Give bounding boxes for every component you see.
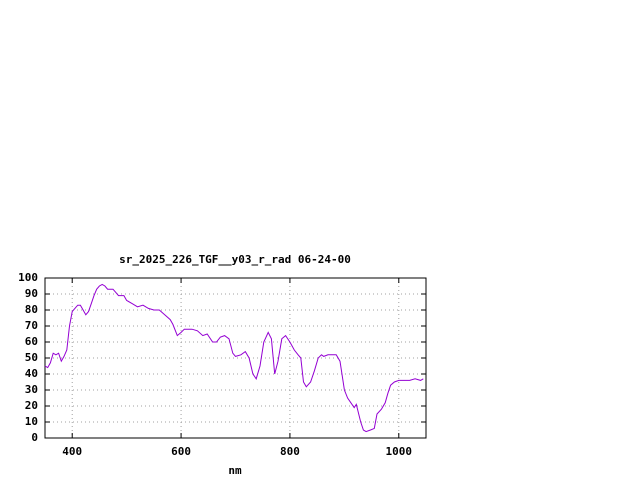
plot-border <box>44 277 427 439</box>
y-tick-label: 20 <box>25 399 38 412</box>
y-tick-label: 0 <box>31 431 38 444</box>
chart-title: sr_2025_226_TGF__y03_r_rad 06-24-00 <box>119 253 351 266</box>
y-tick-label: 30 <box>25 383 38 396</box>
y-tick-label: 70 <box>25 319 38 332</box>
x-tick-label: 800 <box>280 445 300 458</box>
x-axis-label: nm <box>228 464 242 477</box>
x-tick-label: 1000 <box>386 445 413 458</box>
y-tick-label: 90 <box>25 287 38 300</box>
y-tick-label: 40 <box>25 367 38 380</box>
y-tick-label: 80 <box>25 303 38 316</box>
y-tick-label: 60 <box>25 335 38 348</box>
y-tick-label: 100 <box>18 271 38 284</box>
y-tick-label: 50 <box>25 351 38 364</box>
x-tick-label: 400 <box>62 445 82 458</box>
data-line <box>44 283 424 433</box>
x-tick-label: 600 <box>171 445 191 458</box>
y-tick-label: 10 <box>25 415 38 428</box>
